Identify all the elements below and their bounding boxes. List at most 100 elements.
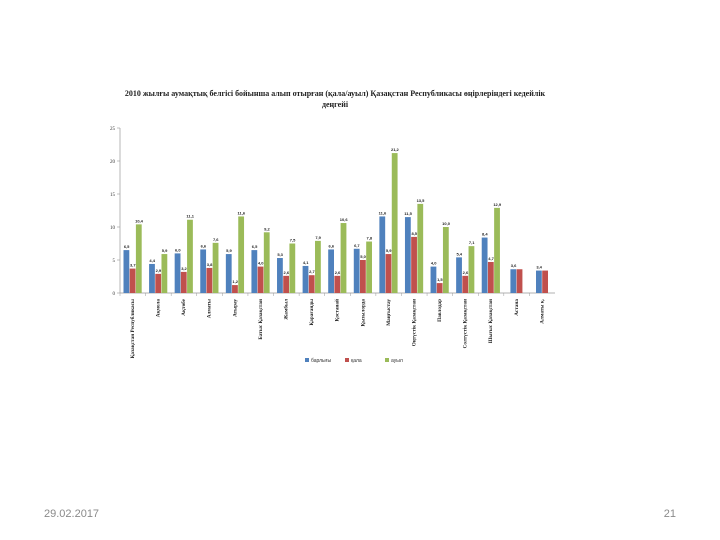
slide-page-number: 21 <box>663 508 676 520</box>
data-label: 6,0 <box>175 247 181 252</box>
data-label: 5,9 <box>386 248 392 253</box>
data-label: 5,3 <box>277 252 283 257</box>
slide-date: 29.02.2017 <box>44 508 100 520</box>
data-label: 4,0 <box>258 261 264 266</box>
bar-қала <box>385 254 392 293</box>
data-label: 1,2 <box>232 279 238 284</box>
data-label: 1,5 <box>437 277 443 282</box>
bar-қала <box>411 236 417 293</box>
bar-ауыл <box>417 203 424 293</box>
x-category-label: Атырау <box>232 299 238 317</box>
data-label: 2,7 <box>309 269 315 274</box>
y-tick-label: 5 <box>113 259 116 264</box>
data-label: 6,6 <box>201 243 207 248</box>
data-label: 7,9 <box>315 235 321 240</box>
legend-label: ауыл <box>391 358 403 364</box>
bar-қала <box>308 275 315 293</box>
x-category-label: Жамбыл <box>283 299 290 320</box>
data-label: 4,4 <box>149 258 155 263</box>
legend-swatch <box>345 358 349 362</box>
x-category-label: Қызылорда <box>360 299 366 327</box>
x-category-label: Қостанай <box>334 299 341 321</box>
data-label: 6,5 <box>252 244 258 249</box>
x-category-label: Павлодар <box>437 299 443 322</box>
bar-барлығы <box>225 254 232 293</box>
y-tick-label: 25 <box>110 127 116 132</box>
bar-қала <box>334 275 341 293</box>
data-label: 12,9 <box>493 202 502 207</box>
x-category-label: Оңтүстік Қазақстан <box>411 299 417 346</box>
data-label: 3,6 <box>511 263 517 268</box>
data-label: 10,0 <box>442 221 451 226</box>
bar-қала <box>359 260 366 293</box>
data-label: 11,1 <box>186 214 194 219</box>
y-tick-label: 15 <box>110 193 116 198</box>
bar-қала <box>283 275 290 293</box>
data-label: 7,1 <box>469 240 475 245</box>
bar-барлығы <box>174 253 181 293</box>
bar-барлығы <box>149 263 155 293</box>
legend-swatch <box>305 358 309 362</box>
data-label: 5,9 <box>162 248 168 253</box>
data-label: 6,6 <box>329 243 335 248</box>
data-label: 4,1 <box>303 260 309 265</box>
bar-ауыл <box>289 243 296 293</box>
bar-барлығы <box>277 258 283 293</box>
bar-ауыл <box>263 232 270 293</box>
data-label: 8,4 <box>482 232 488 237</box>
bar-барлығы <box>302 265 309 293</box>
data-label: 3,4 <box>536 265 542 270</box>
data-label: 7,5 <box>290 238 296 243</box>
x-category-label: Қарағанды <box>309 299 315 325</box>
bar-ауыл <box>135 224 142 293</box>
data-label: 5,0 <box>360 254 366 259</box>
y-tick-label: 20 <box>110 160 116 165</box>
bar-ауыл <box>442 227 449 293</box>
x-category-label: Батыс Қазақстан <box>258 299 264 340</box>
bar-ауыл <box>366 241 372 293</box>
x-category-label: Ақмола <box>156 299 162 318</box>
data-label: 13,5 <box>417 198 426 203</box>
bar-ауыл <box>468 246 475 293</box>
data-label: 7,6 <box>213 237 219 242</box>
data-label: 11,6 <box>379 210 387 215</box>
bar-ауыл <box>340 223 347 293</box>
bar-қала <box>129 268 136 293</box>
bar-барлығы <box>328 249 334 293</box>
data-label: 3,7 <box>130 263 136 268</box>
data-label: 2,9 <box>156 268 162 273</box>
bar-ауыл <box>315 240 321 293</box>
bar-ауыл <box>494 207 500 293</box>
bar-қала <box>462 275 469 293</box>
bar-қала <box>206 267 213 293</box>
bar-қала <box>487 261 494 293</box>
legend-swatch <box>385 358 389 362</box>
bar-барлығы <box>379 216 386 293</box>
data-label: 6,7 <box>354 243 360 248</box>
x-category-label: Солтүстік Қазақстан <box>463 299 469 348</box>
y-tick-label: 10 <box>110 226 116 231</box>
bar-барлығы <box>430 266 437 293</box>
data-label: 5,9 <box>226 248 232 253</box>
legend-label: барлығы <box>311 358 331 364</box>
data-label: 4,7 <box>488 256 494 261</box>
data-label: 8,5 <box>411 231 417 236</box>
bar-барлығы <box>404 217 411 293</box>
data-label: 6,5 <box>124 244 130 249</box>
bar-барлығы <box>251 250 258 293</box>
bar-қала <box>232 285 238 293</box>
bar-қала <box>436 283 443 293</box>
bar-барлығы <box>200 249 207 293</box>
x-category-label: Шығыс Қазақстан <box>488 299 494 343</box>
data-label: 4,0 <box>431 261 437 266</box>
bar-қала <box>516 269 523 293</box>
bar-ауыл <box>238 216 245 293</box>
data-label: 10,6 <box>340 217 349 222</box>
bar-ауыл <box>391 153 398 293</box>
legend-label: қала <box>351 358 362 364</box>
data-label: 5,4 <box>456 251 462 256</box>
bar-қала <box>257 266 264 293</box>
x-category-label: Астана <box>514 299 520 316</box>
